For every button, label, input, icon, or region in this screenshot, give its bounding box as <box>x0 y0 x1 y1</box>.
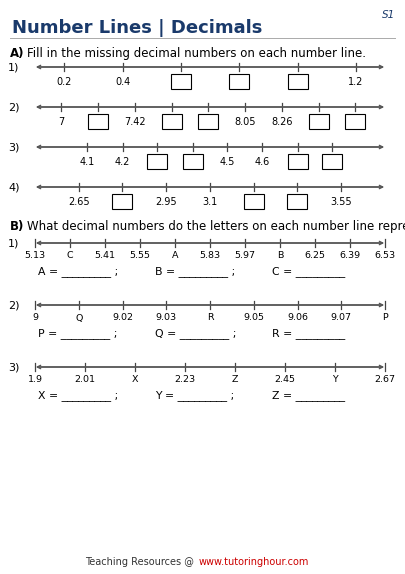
Text: 2): 2) <box>8 102 19 112</box>
Text: Q = _________ ;: Q = _________ ; <box>155 328 237 339</box>
Text: A = _________ ;: A = _________ ; <box>38 266 118 277</box>
Text: What decimal numbers do the letters on each number line represent?: What decimal numbers do the letters on e… <box>27 220 405 233</box>
Text: 5.41: 5.41 <box>94 251 115 261</box>
Text: 5.13: 5.13 <box>24 251 45 261</box>
Text: X: X <box>132 375 138 385</box>
Bar <box>309 114 328 129</box>
Text: 3.1: 3.1 <box>202 197 217 207</box>
Bar <box>198 114 218 129</box>
Text: 9.03: 9.03 <box>156 313 177 323</box>
Bar <box>113 193 132 208</box>
Text: 2.65: 2.65 <box>68 197 90 207</box>
Text: 5.97: 5.97 <box>234 251 256 261</box>
Text: 2.45: 2.45 <box>275 375 296 385</box>
Text: 7.42: 7.42 <box>124 117 145 127</box>
Bar <box>183 153 202 169</box>
Text: X = _________ ;: X = _________ ; <box>38 390 118 401</box>
Text: 3): 3) <box>8 142 19 152</box>
Text: 9.02: 9.02 <box>112 313 133 323</box>
Text: 1.9: 1.9 <box>28 375 43 385</box>
Text: 5.55: 5.55 <box>130 251 151 261</box>
Text: 3): 3) <box>8 362 19 372</box>
Text: 6.25: 6.25 <box>305 251 326 261</box>
Bar <box>244 193 264 208</box>
Text: 4): 4) <box>8 182 19 192</box>
Text: 4.2: 4.2 <box>115 157 130 167</box>
Bar <box>147 153 168 169</box>
Bar <box>345 114 365 129</box>
Text: B: B <box>277 251 283 261</box>
Text: B): B) <box>10 220 24 233</box>
Text: 9.05: 9.05 <box>243 313 264 323</box>
Text: Y: Y <box>332 375 338 385</box>
Text: 1): 1) <box>8 62 19 72</box>
Text: 5.83: 5.83 <box>199 251 221 261</box>
Text: Q: Q <box>75 313 83 323</box>
Text: 1.2: 1.2 <box>348 77 364 87</box>
Text: C = _________: C = _________ <box>272 266 345 277</box>
Text: 3.55: 3.55 <box>330 197 352 207</box>
Text: 4.5: 4.5 <box>220 157 235 167</box>
Text: S1: S1 <box>382 10 395 20</box>
Text: Number Lines | Decimals: Number Lines | Decimals <box>12 19 262 37</box>
Bar <box>171 73 191 88</box>
Text: A): A) <box>10 47 24 60</box>
Text: 9.06: 9.06 <box>287 313 308 323</box>
Text: 2.67: 2.67 <box>375 375 396 385</box>
Text: 4.6: 4.6 <box>255 157 270 167</box>
Text: P: P <box>382 313 388 323</box>
Text: B = _________ ;: B = _________ ; <box>155 266 235 277</box>
Text: 8.05: 8.05 <box>234 117 256 127</box>
Text: 1): 1) <box>8 238 19 248</box>
Text: 4.1: 4.1 <box>80 157 95 167</box>
Text: 2.01: 2.01 <box>75 375 96 385</box>
Bar <box>288 153 307 169</box>
Bar <box>162 114 181 129</box>
Text: P = _________ ;: P = _________ ; <box>38 328 117 339</box>
Text: Teaching Resources @: Teaching Resources @ <box>85 557 197 567</box>
Bar <box>88 114 108 129</box>
Text: C: C <box>67 251 73 261</box>
Text: 0.4: 0.4 <box>115 77 130 87</box>
Bar <box>322 153 343 169</box>
Text: R: R <box>207 313 213 323</box>
Text: Z = _________: Z = _________ <box>272 390 345 401</box>
Text: 6.39: 6.39 <box>339 251 360 261</box>
Text: 7: 7 <box>58 117 64 127</box>
Text: 0.2: 0.2 <box>56 77 72 87</box>
Text: 8.26: 8.26 <box>271 117 292 127</box>
Text: 2.95: 2.95 <box>156 197 177 207</box>
Bar <box>288 73 307 88</box>
Text: Z: Z <box>232 375 238 385</box>
Text: A: A <box>172 251 178 261</box>
Text: 9.07: 9.07 <box>331 313 352 323</box>
Text: 2.23: 2.23 <box>175 375 196 385</box>
Bar <box>288 193 307 208</box>
Text: Y = _________ ;: Y = _________ ; <box>155 390 234 401</box>
Text: www.tutoringhour.com: www.tutoringhour.com <box>199 557 309 567</box>
Text: 2): 2) <box>8 300 19 310</box>
Bar <box>229 73 249 88</box>
Text: Fill in the missing decimal numbers on each number line.: Fill in the missing decimal numbers on e… <box>27 47 366 60</box>
Text: 6.53: 6.53 <box>375 251 396 261</box>
Text: 9: 9 <box>32 313 38 323</box>
Text: R = _________: R = _________ <box>272 328 345 339</box>
